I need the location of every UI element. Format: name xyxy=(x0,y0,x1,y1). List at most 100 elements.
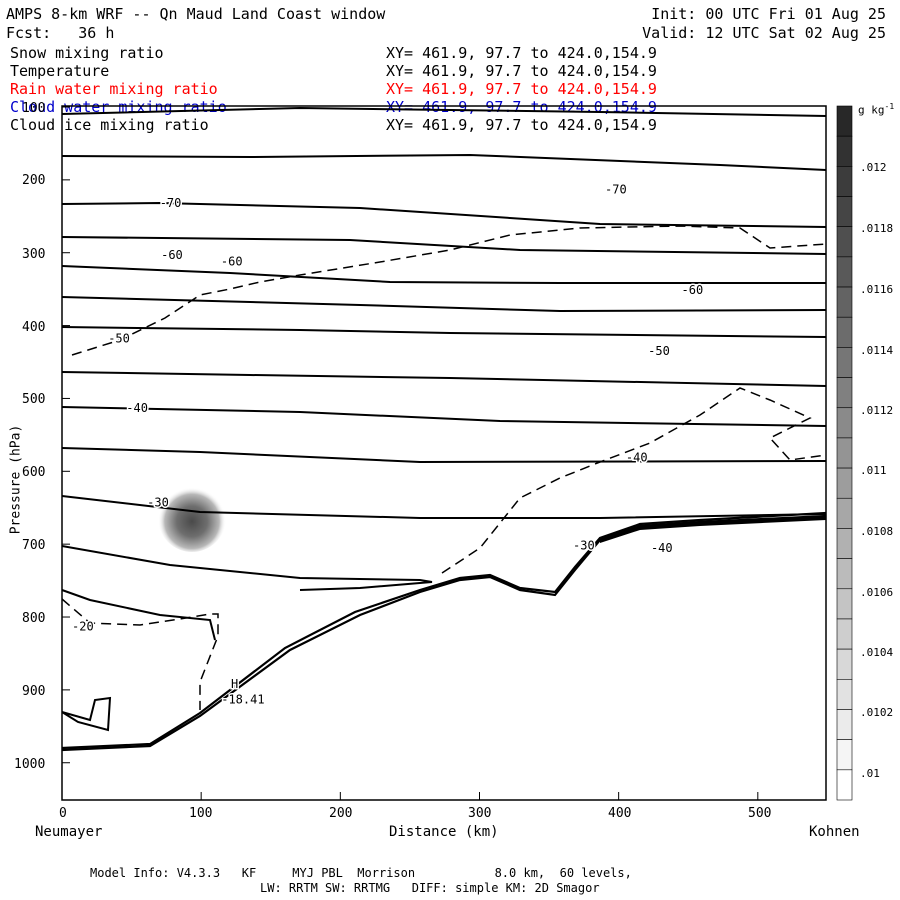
field-name-cloud-water: Cloud water mixing ratio xyxy=(10,98,227,116)
y-tick-label: 400 xyxy=(22,320,46,335)
colorbar-cell xyxy=(836,648,853,680)
colorbar-cell xyxy=(836,497,853,529)
y-tick-label: 200 xyxy=(22,173,46,188)
isotherm-line xyxy=(61,371,827,387)
x-tick-label: 500 xyxy=(748,806,772,821)
colorbar-cell xyxy=(836,256,853,288)
y-tick-label: 100 xyxy=(22,101,46,116)
contour-label: -70 xyxy=(160,196,182,210)
colorbar-label: .0106 xyxy=(860,586,894,599)
contour-label: -60 xyxy=(161,248,183,262)
field-xy-rain: XY= 461.9, 97.7 to 424.0,154.9 xyxy=(386,80,657,98)
colorbar-cell xyxy=(836,166,853,197)
isotherm-line xyxy=(61,447,827,464)
field-name-temperature: Temperature xyxy=(10,62,110,80)
colorbar-cell xyxy=(836,588,853,620)
isotherm-line xyxy=(61,589,216,641)
colorbar-label: .0116 xyxy=(860,283,894,296)
y-tick-label: 900 xyxy=(22,684,46,699)
contour-label: -18.41 xyxy=(221,692,264,706)
field-name-cloud-ice: Cloud ice mixing ratio xyxy=(10,116,209,134)
colorbar-cell xyxy=(836,135,853,167)
colorbar-label: .0104 xyxy=(860,646,894,659)
isotherm-line xyxy=(61,296,827,313)
field-xy-cloud-ice: XY= 461.9, 97.7 to 424.0,154.9 xyxy=(386,116,657,134)
dashed-contour xyxy=(441,387,827,574)
x-tick-label: 300 xyxy=(468,806,492,821)
colorbar-cell xyxy=(836,377,853,409)
colorbar-label: .0108 xyxy=(860,525,894,538)
isotherm-line xyxy=(61,406,827,427)
model-info-line-2: LW: RRTM SW: RRTMG DIFF: simple KM: 2D S… xyxy=(260,881,600,895)
dashed-contour xyxy=(71,225,827,356)
colorbar-cell xyxy=(836,196,853,227)
colorbar-cell xyxy=(836,709,853,740)
colorbar-cell xyxy=(836,769,853,801)
x-tick-label: 400 xyxy=(608,806,632,821)
left-endpoint-label: Neumayer xyxy=(35,824,103,840)
colorbar-cell xyxy=(836,467,853,499)
y-tick-label: 500 xyxy=(22,392,46,407)
isotherm-line xyxy=(61,696,112,732)
plot-frame xyxy=(61,105,827,801)
colorbar-label: .0114 xyxy=(860,344,894,357)
colorbar-cell xyxy=(836,316,853,348)
contour-label: -40 xyxy=(626,450,648,464)
colorbar-label: .0112 xyxy=(860,404,894,417)
x-tick-label: 0 xyxy=(59,806,67,821)
contour-label: -60 xyxy=(221,254,243,268)
field-xy-snow: XY= 461.9, 97.7 to 424.0,154.9 xyxy=(386,44,657,62)
colorbar-cell xyxy=(836,407,853,439)
contour-label: -50 xyxy=(648,344,670,358)
colorbar-label: .011 xyxy=(860,464,887,477)
contour-label: -40 xyxy=(651,541,673,555)
colorbar-label: .0102 xyxy=(860,706,894,719)
contour-label: -40 xyxy=(126,401,148,415)
colorbar-cell xyxy=(836,347,853,378)
valid-time: Valid: 12 UTC Sat 02 Aug 25 xyxy=(642,24,886,42)
y-tick-label: 600 xyxy=(22,465,46,480)
field-xy-temperature: XY= 461.9, 97.7 to 424.0,154.9 xyxy=(386,62,657,80)
colorbar-units: g kg-1 xyxy=(858,102,895,117)
colorbar-cell xyxy=(836,437,853,469)
isotherm-line xyxy=(61,153,827,171)
isotherm-line xyxy=(61,265,826,284)
terrain-surface xyxy=(61,511,827,750)
colorbar-cell xyxy=(836,286,853,318)
terrain-surface xyxy=(600,516,826,543)
field-name-rain: Rain water mixing ratio xyxy=(10,80,218,98)
field-name-snow: Snow mixing ratio xyxy=(10,44,164,62)
isotherm-line xyxy=(61,545,433,591)
colorbar-cell xyxy=(836,105,853,137)
colorbar-label: .01 xyxy=(860,767,880,780)
y-tick-label: 1000 xyxy=(14,757,46,772)
model-info-line-1: Model Info: V4.3.3 KF MYJ PBL Morrison 8… xyxy=(90,866,632,880)
contour-label: -20 xyxy=(72,619,94,633)
right-endpoint-label: Kohnen xyxy=(809,824,860,840)
forecast-hour: Fcst: 36 h xyxy=(6,24,115,42)
init-time: Init: 00 UTC Fri 01 Aug 25 xyxy=(651,5,886,23)
y-tick-label: 800 xyxy=(22,611,46,626)
colorbar-cell xyxy=(836,618,853,650)
terrain-surface xyxy=(61,514,827,752)
colorbar-cell xyxy=(836,558,853,590)
x-tick-label: 200 xyxy=(329,806,353,821)
x-tick-label: 100 xyxy=(189,806,213,821)
contour-label: -50 xyxy=(108,332,130,346)
colorbar-label: .012 xyxy=(860,161,887,174)
contour-label: H xyxy=(231,677,238,691)
colorbar-cell xyxy=(836,679,853,710)
snow-maximum-shading xyxy=(158,484,226,552)
colorbar-cell xyxy=(836,528,853,559)
x-axis-label: Distance (km) xyxy=(389,824,499,840)
isotherm-line xyxy=(61,201,827,228)
contour-label: -30 xyxy=(573,539,595,553)
isotherm-line xyxy=(61,236,827,255)
chart-title: AMPS 8-km WRF -- Qn Maud Land Coast wind… xyxy=(6,5,386,23)
colorbar-cell xyxy=(836,226,853,258)
contour-label: -30 xyxy=(147,496,169,510)
contour-label: -70 xyxy=(605,182,627,196)
isotherm-line xyxy=(61,326,827,338)
dashed-contour xyxy=(61,598,219,710)
